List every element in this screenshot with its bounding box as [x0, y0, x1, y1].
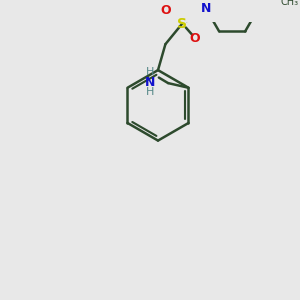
Text: N: N — [201, 2, 211, 16]
Text: S: S — [177, 17, 187, 31]
Text: N: N — [144, 76, 155, 89]
Text: O: O — [160, 4, 171, 17]
Text: H: H — [146, 87, 154, 98]
Text: CH₃: CH₃ — [280, 0, 298, 7]
Text: O: O — [190, 32, 200, 45]
Text: H: H — [146, 67, 154, 77]
